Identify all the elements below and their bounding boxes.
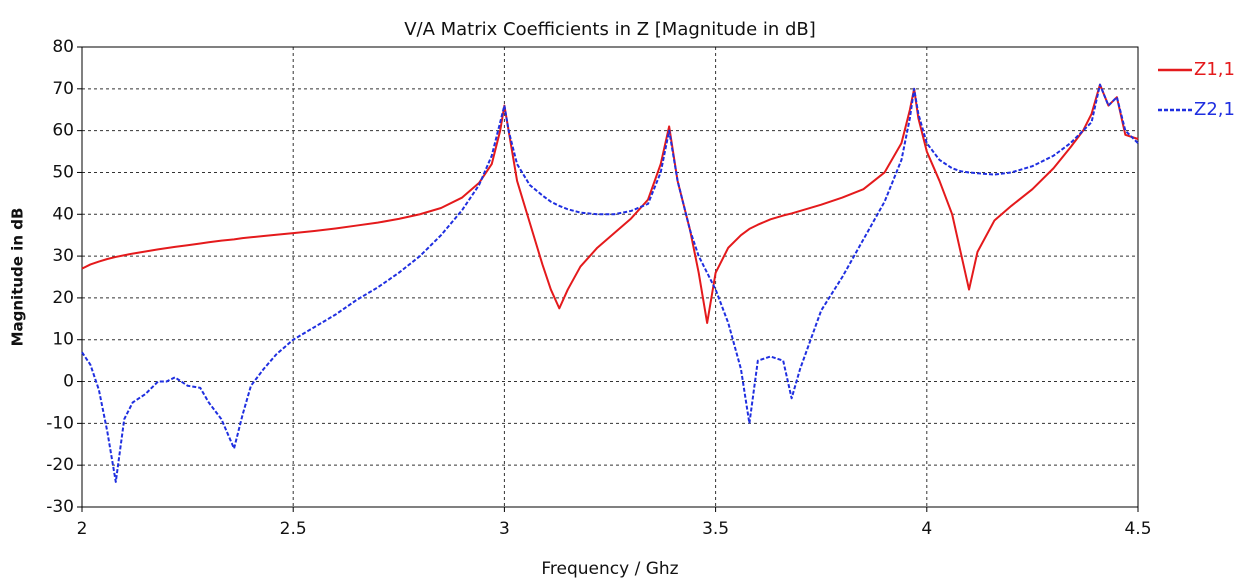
y-tick-label: 50	[52, 162, 74, 182]
x-axis-label: Frequency / Ghz	[541, 559, 678, 579]
plot-border	[81, 46, 1139, 508]
y-tick-label: 40	[52, 204, 74, 224]
x-tick-label: 2.5	[280, 519, 307, 539]
y-tick-label: -10	[46, 413, 74, 433]
y-tick-label: 80	[52, 37, 74, 57]
y-axis-label: Magnitude in dB	[9, 208, 27, 347]
x-tick-label: 3	[499, 519, 510, 539]
y-tick-label: 60	[52, 121, 74, 141]
x-tick-label: 3.5	[702, 519, 729, 539]
y-tick-label: 30	[52, 246, 74, 266]
chart-title: V/A Matrix Coefficients in Z [Magnitude …	[404, 19, 816, 40]
x-tick-label: 4	[921, 519, 932, 539]
y-tick-label: 70	[52, 79, 74, 99]
series-line	[81, 83, 1139, 324]
x-tick-label: 2	[77, 519, 88, 539]
y-tick-label: -30	[46, 497, 74, 517]
legend-label: Z2,1	[1194, 99, 1235, 120]
y-tick-label: 20	[52, 288, 74, 308]
y-tick-label: 10	[52, 330, 74, 350]
y-tick-label: -20	[46, 455, 74, 475]
x-tick-label: 4.5	[1124, 519, 1151, 539]
plot-area	[82, 47, 1138, 507]
y-tick-label: 0	[63, 372, 74, 392]
legend-label: Z1,1	[1194, 59, 1235, 80]
series-line	[81, 83, 1139, 483]
